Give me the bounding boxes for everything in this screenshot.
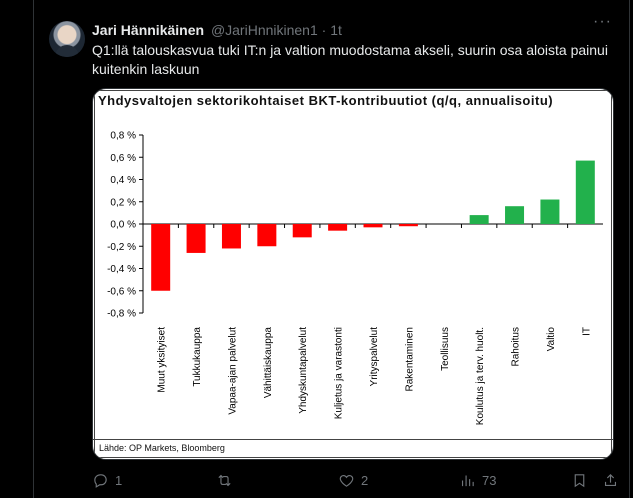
x-category-label: Yrityspalvelut (369, 327, 380, 387)
y-tick-label: 0,8 % (110, 131, 136, 142)
y-tick-label: 0,6 % (110, 153, 136, 164)
like-count: 2 (361, 473, 369, 488)
chart-title: Yhdysvaltojen sektorikohtaiset BKT-kontr… (98, 93, 554, 108)
x-category-label: Koulutus ja terv. huolt. (475, 327, 486, 425)
views-button[interactable]: 73 (459, 472, 496, 489)
reply-button[interactable]: 1 (92, 472, 122, 489)
bar (328, 224, 348, 231)
heart-icon (339, 474, 354, 487)
like-button[interactable]: 2 (338, 472, 368, 489)
avatar[interactable] (49, 21, 85, 57)
y-tick-label: -0,6 % (107, 286, 136, 297)
bar (540, 199, 560, 224)
header-separator: · (321, 22, 327, 38)
y-tick-label: -0,4 % (107, 264, 136, 275)
source-divider (93, 439, 613, 440)
bookmark-button[interactable] (571, 472, 588, 489)
views-chart-icon (461, 475, 474, 487)
bar (469, 215, 489, 224)
x-category-label: Teollisuus (440, 327, 451, 371)
timeline-divider-right (629, 0, 630, 498)
bar (363, 224, 383, 228)
tweet-time[interactable]: 1t (330, 22, 342, 38)
bar (398, 224, 418, 227)
share-icon (604, 474, 617, 487)
x-category-label: Kuljetus ja varastonti (334, 327, 345, 419)
x-category-label: Vähittäiskauppa (263, 327, 274, 399)
chart-image[interactable]: Yhdysvaltojen sektorikohtaiset BKT-kontr… (92, 88, 614, 460)
y-tick-label: 0,4 % (110, 175, 136, 186)
y-tick-label: 0,0 % (110, 220, 136, 231)
y-tick-label: 0,2 % (110, 197, 136, 208)
views-count: 73 (482, 473, 497, 488)
bar (186, 224, 206, 253)
chart-source: Lähde: OP Markets, Bloomberg (99, 443, 225, 453)
more-options-icon[interactable]: ··· (593, 13, 612, 30)
author-handle[interactable]: @JariHnnikinen1 (210, 22, 318, 38)
x-category-label: Yhdyskuntapalvelut (298, 327, 309, 414)
author-name[interactable]: Jari Hännikäinen (92, 22, 205, 38)
bar (151, 224, 171, 291)
bar (221, 224, 241, 249)
x-category-label: Rahoitus (511, 327, 522, 366)
retweet-button[interactable] (216, 472, 239, 489)
tweet-actions: 1 2 73 (92, 472, 620, 492)
x-category-label: Vapaa-ajan palvelut (227, 327, 238, 415)
bar (505, 206, 525, 224)
bookmark-icon (574, 474, 585, 488)
x-category-label: Valtio (546, 327, 557, 352)
chart-frame (94, 90, 612, 458)
x-category-label: Tukkukauppa (192, 327, 203, 387)
reply-count: 1 (115, 473, 123, 488)
reply-icon (94, 474, 107, 488)
tweet-header: Jari Hännikäinen @JariHnnikinen1 · 1t (92, 21, 342, 39)
y-tick-label: -0,2 % (107, 242, 136, 253)
timeline-divider-left (33, 0, 34, 498)
x-category-label: IT (581, 327, 592, 336)
y-tick-label: -0,8 % (107, 309, 136, 320)
share-button[interactable] (602, 472, 619, 489)
retweet-icon (218, 474, 231, 487)
tweet[interactable]: Jari Hännikäinen @JariHnnikinen1 · 1t ··… (33, 0, 629, 498)
x-category-label: Muut yksityiset (157, 327, 168, 393)
bar (257, 224, 277, 247)
bar (292, 224, 312, 238)
x-category-label: Rakentaminen (404, 327, 415, 391)
bar (575, 160, 595, 224)
bar-chart: 0,8 % 0,6 % 0,4 % 0,2 % 0,0 % -0,2 % -0,4 % -0,… (107, 131, 603, 425)
tweet-text: Q1:llä talouskasvua tuki IT:n ja valtion… (92, 42, 608, 77)
